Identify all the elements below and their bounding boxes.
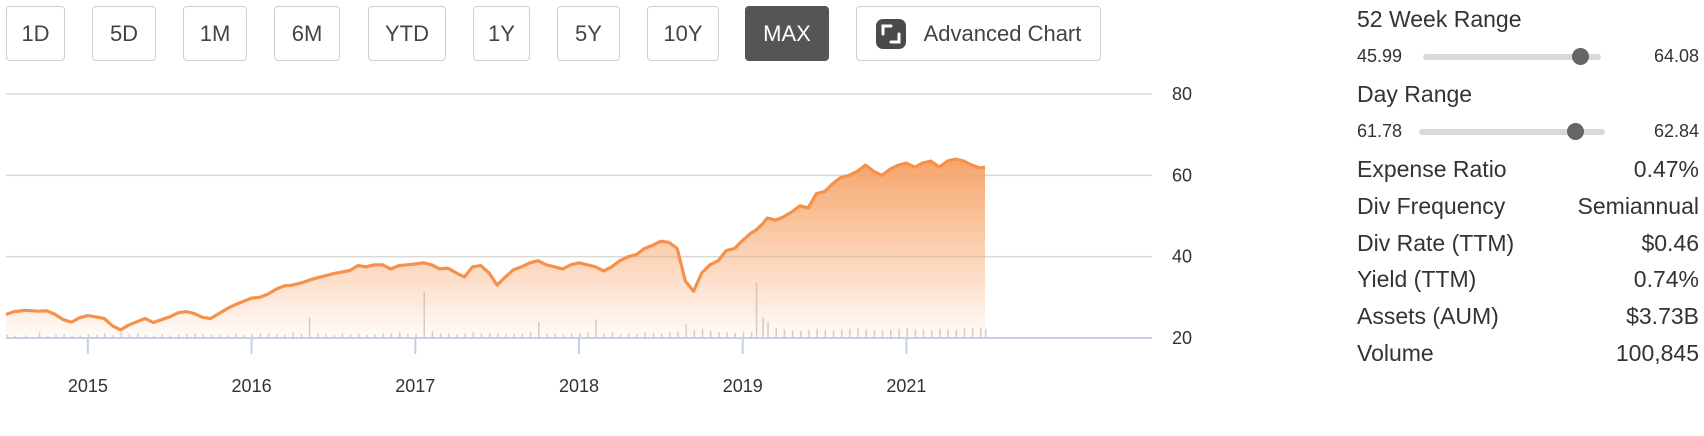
range-marker bbox=[1567, 123, 1585, 140]
price-chart-svg: 80 60 40 20 2015 2016 2017 2018 2019 2021 bbox=[5, 84, 1192, 396]
stat-label: Expense Ratio bbox=[1357, 156, 1507, 182]
x-tick-label: 2019 bbox=[723, 376, 763, 396]
time-range-selector: 1D 5D 1M 6M YTD 1Y 5Y 10Y MAX Advanced C… bbox=[6, 6, 1206, 64]
range-button-1m[interactable]: 1M bbox=[183, 6, 247, 61]
range-button-label: 6M bbox=[291, 20, 323, 46]
range-button-1d[interactable]: 1D bbox=[6, 6, 65, 61]
range-track bbox=[1423, 48, 1601, 65]
stat-value: Semiannual bbox=[1577, 193, 1699, 219]
range-title: Day Range bbox=[1357, 81, 1473, 107]
stat-label: Assets (AUM) bbox=[1357, 303, 1499, 329]
fund-stats-panel: 52 Week Range 45.99 64.08 Day Range 61.7… bbox=[1357, 0, 1704, 436]
stat-value: 100,845 bbox=[1615, 340, 1699, 366]
range-button-1y[interactable]: 1Y bbox=[473, 6, 530, 61]
volume-bar bbox=[985, 328, 987, 338]
stat-value: $3.73B bbox=[1626, 303, 1699, 329]
stat-expense-ratio: Expense Ratio 0.47% bbox=[1357, 156, 1699, 186]
stat-label: Div Frequency bbox=[1357, 193, 1506, 219]
range-low: 61.78 bbox=[1357, 121, 1403, 141]
stat-label: Volume bbox=[1357, 340, 1434, 366]
range-button-label: 5Y bbox=[575, 20, 602, 46]
expand-icon bbox=[875, 18, 906, 49]
range-button-label: 10Y bbox=[663, 20, 703, 46]
y-tick-label: 60 bbox=[1172, 165, 1192, 185]
range-title: 52 Week Range bbox=[1357, 6, 1522, 32]
range-button-label: 1Y bbox=[488, 20, 515, 46]
x-tick-label: 2016 bbox=[232, 376, 272, 396]
x-tick-label: 2021 bbox=[886, 376, 926, 396]
price-line bbox=[5, 157, 986, 332]
range-button-5y[interactable]: 5Y bbox=[557, 6, 620, 61]
range-marker bbox=[1571, 48, 1589, 65]
y-tick-label: 80 bbox=[1172, 84, 1192, 104]
stat-label: Yield (TTM) bbox=[1357, 266, 1477, 292]
range-high: 62.84 bbox=[1653, 121, 1699, 141]
advanced-chart-label: Advanced Chart bbox=[923, 20, 1082, 46]
stat-yield: Yield (TTM) 0.74% bbox=[1357, 266, 1699, 296]
price-chart: 80 60 40 20 2015 2016 2017 2018 2019 2021 bbox=[0, 70, 1240, 436]
stat-div-rate: Div Rate (TTM) $0.46 bbox=[1357, 230, 1699, 260]
x-tick-label: 2015 bbox=[68, 376, 108, 396]
x-tick-label: 2017 bbox=[395, 376, 435, 396]
range-button-10y[interactable]: 10Y bbox=[647, 6, 719, 61]
stat-label: Div Rate (TTM) bbox=[1357, 230, 1515, 256]
stat-assets: Assets (AUM) $3.73B bbox=[1357, 303, 1699, 333]
range-button-6m[interactable]: 6M bbox=[274, 6, 340, 61]
y-tick-label: 20 bbox=[1172, 328, 1192, 348]
price-area bbox=[6, 159, 985, 338]
stat-volume: Volume 100,845 bbox=[1357, 340, 1699, 370]
range-button-label: MAX bbox=[763, 20, 811, 46]
advanced-chart-button[interactable]: Advanced Chart bbox=[856, 6, 1101, 61]
range-button-label: 1D bbox=[21, 20, 50, 46]
range-button-label: 1M bbox=[199, 20, 231, 46]
x-tick-label: 2018 bbox=[559, 376, 599, 396]
range-button-label: YTD bbox=[385, 20, 429, 46]
y-tick-label: 40 bbox=[1172, 247, 1192, 267]
stat-value: 0.47% bbox=[1633, 156, 1699, 182]
range-button-label: 5D bbox=[109, 20, 139, 46]
range-button-5d[interactable]: 5D bbox=[92, 6, 156, 61]
stat-value: 0.74% bbox=[1633, 266, 1699, 292]
range-track bbox=[1419, 123, 1605, 140]
stat-value: $0.46 bbox=[1641, 230, 1699, 256]
stat-div-frequency: Div Frequency Semiannual bbox=[1357, 193, 1699, 223]
range-button-ytd[interactable]: YTD bbox=[368, 6, 446, 61]
range-button-max[interactable]: MAX bbox=[745, 6, 829, 61]
range-high: 64.08 bbox=[1653, 46, 1699, 66]
range-low: 45.99 bbox=[1357, 46, 1403, 66]
